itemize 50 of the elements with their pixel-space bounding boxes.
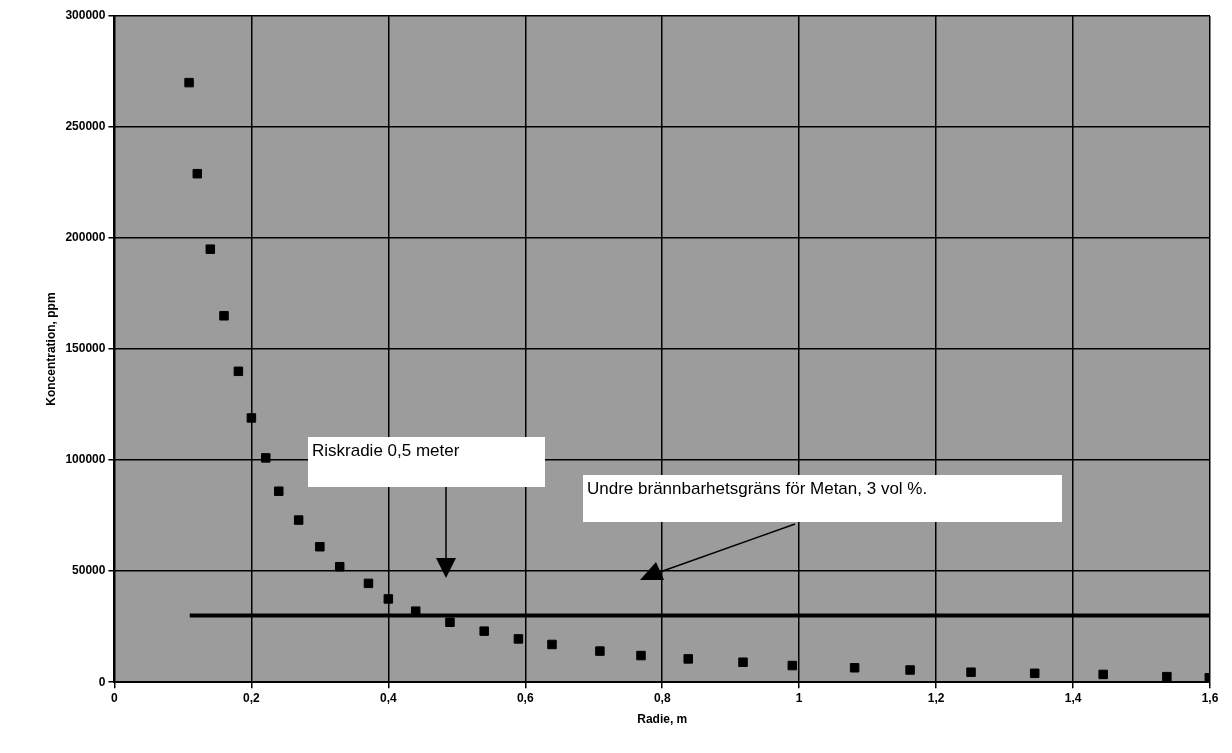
x-tick-label: 0,2 [243, 690, 261, 705]
y-tick-label: 200000 [65, 230, 106, 245]
point [219, 311, 229, 321]
x-tick-label: 0 [111, 690, 119, 705]
y-tick-label: 250000 [65, 119, 106, 134]
point [445, 617, 455, 627]
point [261, 453, 271, 463]
point [205, 244, 216, 254]
annotation: Riskradie 0,5 meter [312, 441, 460, 460]
point [334, 561, 345, 572]
point [636, 650, 646, 661]
point [315, 542, 325, 552]
point [905, 665, 915, 675]
y-tick-label: 100000 [65, 452, 106, 467]
point [383, 594, 394, 604]
point [246, 413, 257, 423]
point [738, 657, 748, 667]
point [595, 646, 605, 656]
point [1098, 669, 1108, 680]
y-axis-title: Koncentration, ppm [43, 292, 58, 406]
annotation: Undre brännbarhetsgräns för Metan, 3 vol %. [587, 479, 928, 498]
point [192, 168, 203, 179]
x-tick-label: 1,2 [927, 690, 945, 705]
x-tick-label: 0,4 [379, 690, 397, 705]
y-tick-label: 300000 [65, 8, 106, 23]
point [184, 77, 194, 88]
point [547, 639, 557, 650]
y-tick-label: 50000 [72, 563, 106, 578]
point [1029, 668, 1040, 679]
y-tick-label: 0 [98, 674, 106, 689]
y-tick-label: 150000 [65, 341, 106, 356]
point [513, 634, 524, 644]
point [274, 486, 284, 496]
point [966, 667, 976, 677]
point [1162, 671, 1172, 682]
point [293, 515, 304, 525]
point [787, 660, 798, 671]
callout-box: Undre brännbarhetsgräns för Metan, 3 vol %. [583, 475, 1062, 522]
point [849, 663, 860, 673]
point [233, 366, 244, 377]
x-axis-title: Radie, m [637, 712, 688, 727]
callout-box: Riskradie 0,5 meter [308, 437, 545, 487]
x-tick-label: 0,8 [653, 690, 671, 705]
point [479, 626, 489, 636]
point [363, 578, 374, 589]
x-tick-label: 1 [795, 690, 803, 705]
point [683, 654, 693, 664]
x-tick-label: 1,4 [1064, 690, 1082, 705]
x-tick-label: 1,6 [1201, 690, 1219, 705]
x-tick-label: 0,6 [516, 690, 534, 705]
